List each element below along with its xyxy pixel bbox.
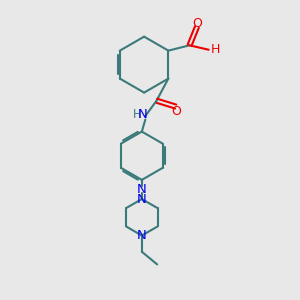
Text: N: N [137, 193, 147, 206]
Text: N: N [137, 229, 147, 242]
Text: O: O [171, 105, 181, 119]
Text: O: O [192, 17, 202, 30]
Text: N: N [137, 183, 147, 196]
Text: H: H [211, 43, 220, 56]
Text: N: N [137, 108, 147, 121]
Text: H: H [133, 108, 142, 121]
